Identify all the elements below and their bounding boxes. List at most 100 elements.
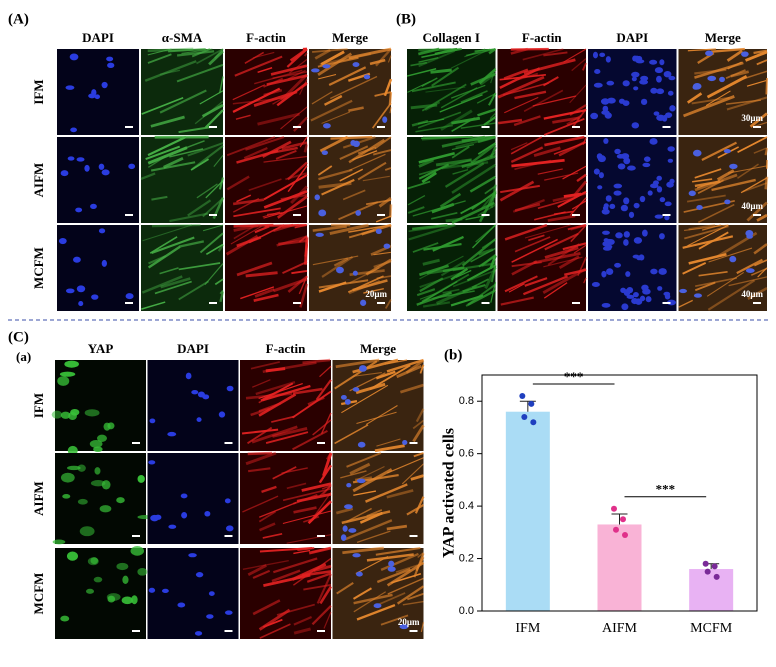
texture: [391, 573, 422, 584]
texture: [380, 614, 409, 626]
texture: [107, 422, 115, 430]
texture: [756, 213, 768, 222]
texture: [537, 197, 575, 210]
nucleus: [634, 298, 643, 305]
nucleus: [656, 186, 663, 193]
nucleus: [402, 439, 408, 446]
texture: [276, 195, 308, 219]
texture: [571, 58, 587, 72]
nucleus: [620, 204, 628, 212]
texture: [753, 147, 768, 154]
texture: [682, 235, 734, 249]
texture: [477, 108, 496, 117]
texture: [349, 153, 386, 171]
column-header: DAPI: [82, 30, 114, 45]
texture: [147, 146, 188, 165]
texture: [242, 495, 279, 513]
texture: [291, 390, 332, 419]
texture: [261, 140, 292, 158]
texture: [386, 524, 408, 531]
texture: [68, 411, 77, 421]
texture: [169, 212, 209, 223]
texture: [201, 103, 224, 118]
data-point: [521, 413, 528, 420]
texture: [290, 185, 309, 205]
nucleus: [650, 268, 658, 275]
texture: [430, 68, 452, 74]
texture: [292, 429, 328, 451]
texture: [691, 96, 730, 105]
texture: [564, 268, 587, 277]
texture: [450, 48, 491, 69]
texture: [262, 361, 317, 374]
texture: [257, 67, 273, 73]
nucleus: [639, 79, 649, 85]
data-point: [702, 560, 709, 567]
nucleus: [659, 197, 666, 203]
nucleus: [592, 51, 598, 59]
nucleus: [125, 293, 134, 300]
nucleus: [149, 418, 156, 424]
texture: [352, 587, 372, 600]
texture: [355, 382, 386, 395]
texture: [233, 207, 281, 218]
micrograph: [240, 453, 331, 544]
texture: [426, 266, 464, 275]
texture: [339, 168, 364, 182]
texture: [418, 56, 439, 63]
texture: [348, 47, 392, 60]
texture: [707, 279, 756, 311]
texture: [413, 452, 424, 458]
texture: [62, 494, 71, 499]
nucleus: [606, 268, 614, 276]
texture: [242, 559, 289, 570]
texture: [419, 255, 464, 280]
texture: [257, 112, 300, 126]
texture: [334, 360, 378, 390]
texture: [196, 48, 224, 65]
nucleus: [609, 203, 616, 210]
nucleus: [618, 98, 625, 104]
texture: [504, 96, 539, 114]
texture: [142, 224, 193, 242]
texture: [315, 379, 332, 401]
texture: [558, 255, 580, 269]
chart-label: (b): [444, 347, 462, 363]
nucleus: [352, 387, 360, 392]
texture: [562, 242, 587, 251]
texture: [708, 247, 753, 263]
texture: [265, 367, 286, 373]
nucleus: [601, 208, 610, 215]
nucleus: [382, 116, 388, 123]
panel-label: (B): [396, 11, 416, 27]
texture: [378, 196, 392, 208]
texture: [335, 507, 354, 515]
nucleus: [387, 566, 396, 572]
micrograph: [240, 548, 331, 639]
texture: [306, 572, 332, 583]
nucleus: [659, 233, 665, 240]
texture: [727, 61, 743, 70]
texture: [384, 167, 392, 171]
texture: [389, 107, 392, 114]
column-header: Merge: [332, 30, 368, 45]
texture: [64, 360, 79, 368]
nucleus: [344, 398, 351, 405]
texture: [66, 551, 79, 561]
texture: [243, 146, 268, 160]
texture: [299, 136, 308, 148]
nucleus: [693, 293, 702, 298]
micrograph: [57, 137, 139, 223]
nucleus: [322, 64, 331, 69]
column-header: DAPI: [616, 30, 648, 45]
nucleus: [70, 127, 77, 133]
texture: [352, 468, 393, 493]
nucleus: [357, 441, 366, 448]
texture: [247, 467, 271, 473]
nucleus: [363, 74, 371, 80]
texture: [353, 490, 377, 496]
texture: [504, 275, 538, 293]
nucleus: [191, 389, 199, 395]
texture: [365, 258, 392, 276]
texture: [514, 236, 551, 253]
